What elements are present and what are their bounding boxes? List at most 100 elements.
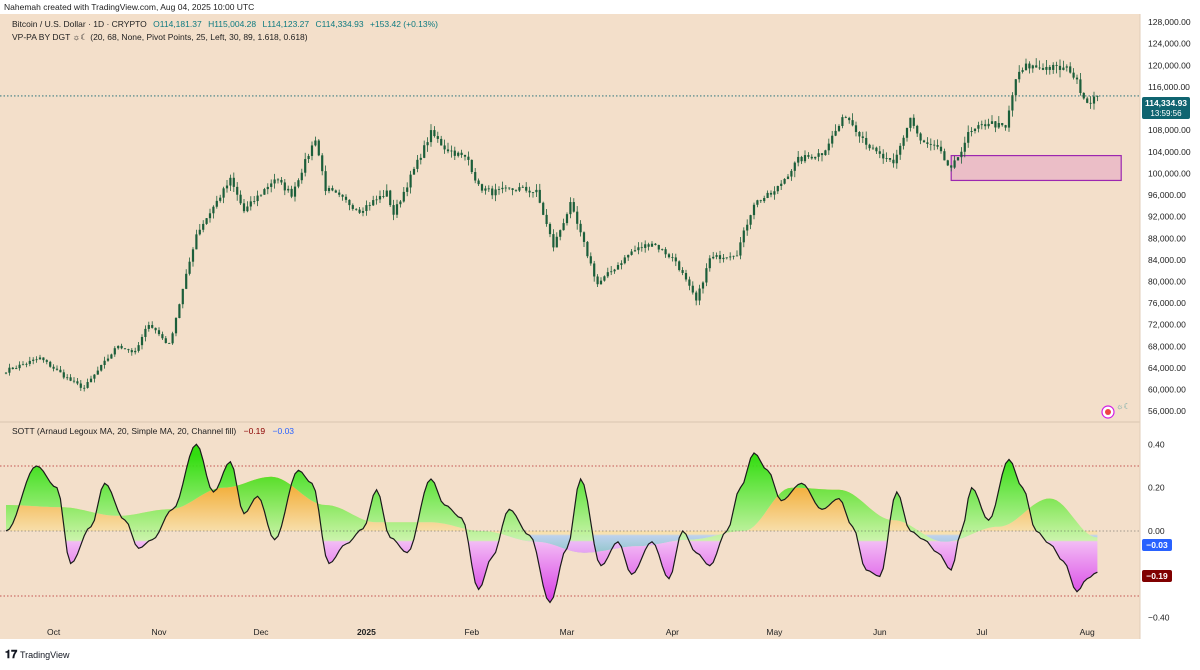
candle-body bbox=[494, 189, 497, 196]
candle-body bbox=[157, 330, 161, 335]
price-zone-box[interactable] bbox=[950, 154, 1122, 182]
candle-body bbox=[117, 345, 120, 349]
candle-body bbox=[487, 188, 490, 190]
candle-body bbox=[586, 241, 589, 257]
candle-body bbox=[276, 179, 280, 181]
time-tick-label: Jun bbox=[873, 627, 887, 637]
candle-body bbox=[647, 244, 650, 247]
tradingview-logo[interactable]: 𝟏𝟕 TradingView bbox=[5, 649, 70, 661]
candle-body bbox=[100, 364, 103, 371]
candle-body bbox=[987, 123, 990, 127]
candle-body bbox=[1062, 67, 1065, 70]
candle-body bbox=[837, 125, 841, 131]
candle-body bbox=[929, 143, 932, 145]
price-tick-label: 120,000.00 bbox=[1148, 60, 1191, 70]
time-axis[interactable]: Oct Nov Dec 2025 Feb Mar Apr May Jun Jul Aug bbox=[47, 627, 1095, 637]
candle-body bbox=[15, 368, 18, 370]
candle-body bbox=[712, 256, 715, 259]
candle-body bbox=[725, 257, 728, 259]
candle-body bbox=[86, 382, 89, 388]
candle-body bbox=[147, 325, 150, 329]
time-tick-label: Mar bbox=[560, 627, 575, 637]
candle-body bbox=[514, 189, 518, 191]
time-tick-label: Feb bbox=[464, 627, 479, 637]
candle-body bbox=[443, 145, 446, 150]
osc-tick-label: 0.00 bbox=[1148, 526, 1165, 536]
candle-body bbox=[623, 257, 626, 264]
candle-body bbox=[729, 256, 732, 258]
candle-body bbox=[667, 254, 671, 258]
price-tick-label: 108,000.00 bbox=[1148, 125, 1191, 135]
candle-body bbox=[1031, 65, 1034, 69]
candle-body bbox=[249, 201, 252, 207]
candle-body bbox=[273, 179, 276, 184]
osc-tick-label: 0.40 bbox=[1148, 439, 1165, 449]
candle-body bbox=[331, 188, 334, 191]
candle-body bbox=[749, 215, 752, 225]
price-tick-label: 92,000.00 bbox=[1148, 212, 1186, 222]
time-tick-label: Apr bbox=[666, 627, 679, 637]
candle-body bbox=[52, 366, 55, 369]
candle-body bbox=[1086, 98, 1089, 103]
candle-body bbox=[96, 370, 99, 375]
candle-body bbox=[565, 214, 569, 224]
candle-body bbox=[535, 189, 538, 193]
candle-body bbox=[358, 209, 361, 213]
time-tick-label: Jul bbox=[976, 627, 987, 637]
oscillator-pane[interactable] bbox=[0, 443, 1140, 604]
candle-body bbox=[841, 117, 844, 126]
candle-body bbox=[195, 234, 198, 250]
candle-body bbox=[1028, 63, 1031, 69]
candle-body bbox=[300, 172, 303, 181]
candle-body bbox=[943, 151, 946, 161]
time-tick-label: Dec bbox=[253, 627, 269, 637]
candle-body bbox=[120, 345, 123, 349]
candle-body bbox=[650, 243, 654, 247]
candle-body bbox=[848, 117, 851, 121]
candles bbox=[4, 58, 1099, 392]
candle-body bbox=[212, 206, 215, 214]
legend-symbol: Bitcoin / U.S. Dollar · 1D · CRYPTO bbox=[12, 19, 147, 29]
candle-body bbox=[368, 205, 371, 206]
candle-body bbox=[191, 249, 195, 262]
candle-body bbox=[25, 363, 28, 365]
candle-body bbox=[317, 140, 320, 156]
candle-body bbox=[718, 255, 722, 260]
candle-body bbox=[1048, 66, 1051, 70]
candle-body bbox=[678, 261, 681, 271]
indicator-logo-icon: ☼☾ bbox=[1101, 402, 1131, 419]
candle-body bbox=[548, 223, 552, 235]
candle-body bbox=[144, 328, 147, 337]
candle-body bbox=[664, 249, 667, 255]
candle-body bbox=[378, 196, 382, 200]
candle-body bbox=[817, 153, 820, 157]
candle-body bbox=[4, 372, 8, 374]
candle-body bbox=[715, 255, 718, 257]
candle-body bbox=[739, 242, 742, 256]
candle-body bbox=[236, 186, 239, 195]
candle-body bbox=[946, 160, 949, 166]
candle-body bbox=[1014, 79, 1017, 96]
candle-body bbox=[1018, 71, 1021, 80]
candle-body bbox=[18, 364, 21, 369]
candle-body bbox=[518, 187, 521, 191]
legend-low: L114,123.27 bbox=[263, 19, 310, 29]
candle-body bbox=[491, 188, 494, 196]
last-price-badge[interactable]: 114,334.93 13:59:56 bbox=[1142, 97, 1190, 119]
candle-body bbox=[440, 138, 443, 146]
candle-body bbox=[229, 177, 232, 186]
candle-body bbox=[283, 182, 286, 191]
candle-body bbox=[616, 265, 620, 270]
candle-body bbox=[327, 188, 331, 192]
candle-body bbox=[392, 205, 395, 215]
candle-body bbox=[780, 183, 783, 186]
osc-badge-signal: −0.03 bbox=[1142, 539, 1172, 551]
osc-badge-sott-value: −0.19 bbox=[1146, 571, 1168, 581]
candle-body bbox=[8, 367, 11, 373]
price-pane[interactable] bbox=[0, 58, 1140, 392]
candle-body bbox=[508, 187, 511, 189]
tradingview-brand: TradingView bbox=[20, 650, 70, 660]
svg-text:Bitcoin / U.S. Dollar · 1D · C: Bitcoin / U.S. Dollar · 1D · CRYPTO O114… bbox=[12, 19, 438, 29]
